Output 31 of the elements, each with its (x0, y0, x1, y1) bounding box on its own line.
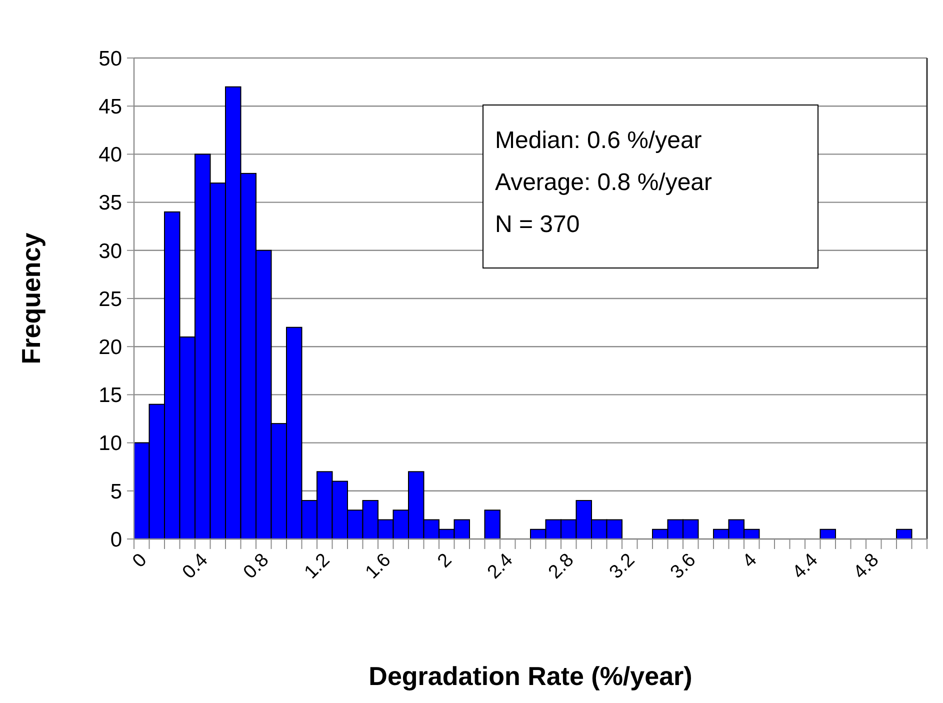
y-tick-label: 15 (98, 384, 122, 408)
y-tick-label: 50 (98, 47, 122, 70)
bar (484, 510, 500, 540)
y-tick-label: 10 (98, 432, 122, 456)
y-tick-label: 45 (98, 95, 122, 118)
annotation: Average: 0.8 %/year (495, 169, 712, 196)
y-tick-label: 40 (98, 144, 122, 167)
x-tick-label: 1.2 (300, 550, 334, 584)
y-tick-label: 20 (98, 336, 122, 359)
y-tick-label: 5 (110, 480, 122, 504)
x-tick-label: 4.8 (850, 550, 884, 584)
annotation: Median: 0.6 %/year (495, 127, 702, 154)
x-tick-label: 4.4 (788, 549, 822, 584)
y-tick-label: 25 (98, 288, 122, 311)
x-tick-label: 0.8 (240, 550, 274, 584)
x-tick-label: 2.8 (544, 550, 578, 584)
x-tick-label: 2.4 (484, 549, 518, 584)
x-axis-title: Degradation Rate (%/year) (368, 661, 692, 691)
y-axis-title: Frequency (16, 232, 46, 364)
x-tick-label: 4 (738, 549, 762, 572)
annotation: N = 370 (495, 211, 580, 238)
x-tick-label: 0.4 (178, 549, 212, 584)
x-tick-label: 3.2 (606, 550, 640, 584)
y-tick-label: 30 (98, 240, 122, 263)
y-tick-label: 35 (98, 192, 122, 215)
x-tick-label: 1.6 (362, 550, 396, 584)
x-tick-label: 3.6 (666, 550, 700, 584)
x-tick-label: 2 (434, 550, 456, 572)
y-tick-label: 0 (110, 528, 122, 552)
bar (896, 528, 912, 540)
x-tick-label: 0 (128, 550, 152, 572)
